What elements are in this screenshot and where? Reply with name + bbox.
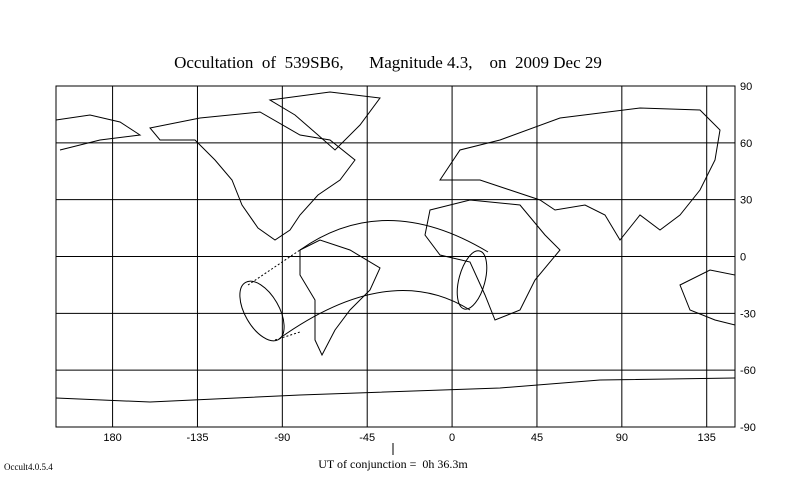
coastline (55, 114, 142, 151)
coastline (424, 199, 561, 321)
shadow-ellipse (239, 280, 285, 342)
longitude-label: 135 (698, 432, 716, 444)
coastline (299, 239, 381, 357)
longitude-label: 45 (531, 432, 543, 444)
coastline (439, 107, 721, 241)
map-title: Occultation of 539SB6, Magnitude 4.3, on… (174, 53, 602, 72)
latitude-label: 0 (740, 252, 746, 264)
longitude-label: 180 (103, 432, 121, 444)
graticule (56, 85, 735, 428)
conjunction-label: UT of conjunction = 0h 36.3m (318, 457, 468, 471)
path-extension (247, 249, 301, 341)
latitude-label: 90 (740, 81, 752, 93)
coastline (149, 111, 356, 241)
latitude-label: 30 (740, 195, 752, 207)
longitude-label: -45 (359, 432, 375, 444)
longitude-label: 90 (616, 432, 628, 444)
latitude-label: -30 (740, 308, 756, 320)
coastline (55, 377, 736, 403)
latitude-label: 60 (740, 138, 752, 150)
longitude-label: 0 (449, 432, 455, 444)
occultation-path (239, 220, 489, 342)
version-label: Occult4.0.5.4 (4, 462, 53, 472)
coastline (268, 91, 381, 151)
latitude-label: -90 (740, 422, 756, 434)
path-limit (279, 289, 471, 339)
coastlines (55, 91, 736, 403)
shadow-ellipse (456, 250, 488, 310)
longitude-label: -135 (186, 432, 208, 444)
path-limit (299, 220, 489, 253)
latitude-label: -60 (740, 365, 756, 377)
coastline (679, 269, 736, 326)
longitude-label: -90 (274, 432, 290, 444)
